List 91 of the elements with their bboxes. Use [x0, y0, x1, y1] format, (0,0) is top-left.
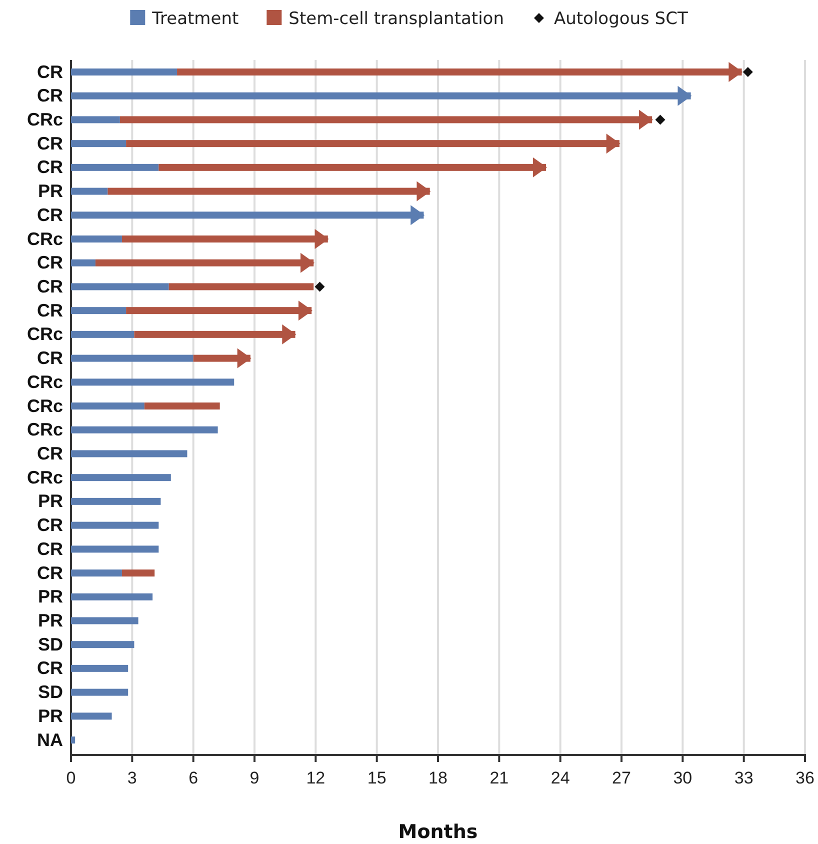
- point: [237, 348, 252, 368]
- y-tick-label: CR: [37, 443, 63, 464]
- y-tick-label: CR: [37, 538, 63, 559]
- x-tick-label: 24: [550, 768, 570, 788]
- y-tick-label: CRc: [26, 467, 63, 488]
- bar: [71, 688, 128, 696]
- y-tick-label: CRc: [26, 228, 63, 249]
- point: [314, 282, 325, 292]
- point: [298, 300, 312, 321]
- x-tick-label: 15: [367, 768, 386, 788]
- bar: [71, 546, 159, 553]
- bar: [71, 641, 134, 648]
- y-tick-label: CR: [37, 133, 63, 154]
- legend-label: Treatment: [151, 9, 239, 29]
- point: [410, 205, 425, 226]
- y-tick-label: CR: [37, 276, 63, 296]
- x-tick-label: 30: [673, 768, 692, 788]
- bar: [71, 68, 178, 76]
- x-tick-label: 21: [490, 768, 509, 788]
- y-tick-label: CR: [37, 252, 63, 273]
- y-tick-label: CR: [37, 62, 63, 82]
- bar: [71, 354, 194, 362]
- bar: [71, 474, 171, 482]
- y-tick-label: CR: [37, 86, 63, 106]
- x-tick-label: 6: [188, 768, 198, 788]
- bar: [144, 402, 220, 410]
- x-axis-title: Months: [398, 821, 478, 843]
- bar: [71, 307, 126, 314]
- bar: [71, 450, 188, 458]
- point: [416, 181, 431, 202]
- y-tick-label: SD: [38, 682, 63, 702]
- bar: [71, 593, 153, 600]
- bar: [168, 283, 314, 290]
- x-tick-label: 33: [734, 768, 754, 788]
- bar: [71, 498, 161, 505]
- y-tick-label: CR: [37, 515, 63, 536]
- bar: [71, 188, 108, 195]
- y-tick-label: CRc: [26, 420, 63, 440]
- bar: [71, 712, 112, 720]
- y-tick-label: CR: [37, 658, 63, 678]
- x-tick-label: 36: [796, 768, 814, 788]
- x-tick-label: 9: [250, 768, 260, 788]
- point: [742, 67, 753, 77]
- x-tick-label: 3: [127, 768, 137, 788]
- bar: [71, 617, 138, 624]
- x-tick-label: 18: [428, 768, 448, 788]
- bar: [71, 116, 120, 124]
- y-tick-label: CRc: [26, 372, 63, 392]
- point: [300, 252, 315, 273]
- y-tick-label: PR: [38, 610, 63, 630]
- y-tick-label: PR: [38, 491, 63, 512]
- legend-label: Stem-cell transplantation: [288, 9, 504, 29]
- bar: [71, 522, 159, 529]
- y-tick-label: CR: [37, 300, 63, 320]
- bar: [71, 259, 96, 266]
- y-tick-label: CR: [37, 157, 63, 178]
- point: [532, 157, 547, 178]
- x-tick-label: 0: [66, 768, 76, 788]
- bar: [71, 664, 128, 672]
- legend-label: Autologous SCT: [554, 9, 688, 29]
- y-tick-label: CRc: [26, 109, 63, 130]
- x-tick-label: 12: [306, 768, 326, 788]
- bar: [71, 236, 122, 242]
- bar: [71, 164, 159, 171]
- bar: [122, 570, 155, 576]
- point: [728, 62, 743, 82]
- y-tick-label: CRc: [26, 396, 63, 416]
- bar: [71, 378, 234, 386]
- bar: [71, 140, 126, 148]
- point: [678, 86, 692, 106]
- y-tick-label: SD: [38, 634, 63, 654]
- y-tick-label: PR: [38, 586, 63, 607]
- bar: [71, 402, 144, 410]
- point: [655, 114, 666, 125]
- x-tick-label: 27: [612, 768, 631, 788]
- bar: [71, 426, 218, 434]
- bar: [71, 570, 122, 576]
- point: [282, 324, 296, 344]
- point: [638, 110, 653, 130]
- y-tick-label: PR: [38, 706, 63, 726]
- bar: [71, 330, 134, 338]
- y-tick-label: NA: [37, 730, 63, 750]
- bar: [71, 283, 169, 290]
- y-tick-label: CR: [37, 348, 63, 368]
- point: [314, 229, 329, 249]
- y-tick-label: CRc: [26, 324, 63, 344]
- y-tick-label: CR: [37, 562, 63, 583]
- bar: [71, 736, 76, 744]
- point: [606, 134, 620, 154]
- y-tick-label: PR: [38, 181, 63, 202]
- y-tick-label: CR: [37, 204, 63, 225]
